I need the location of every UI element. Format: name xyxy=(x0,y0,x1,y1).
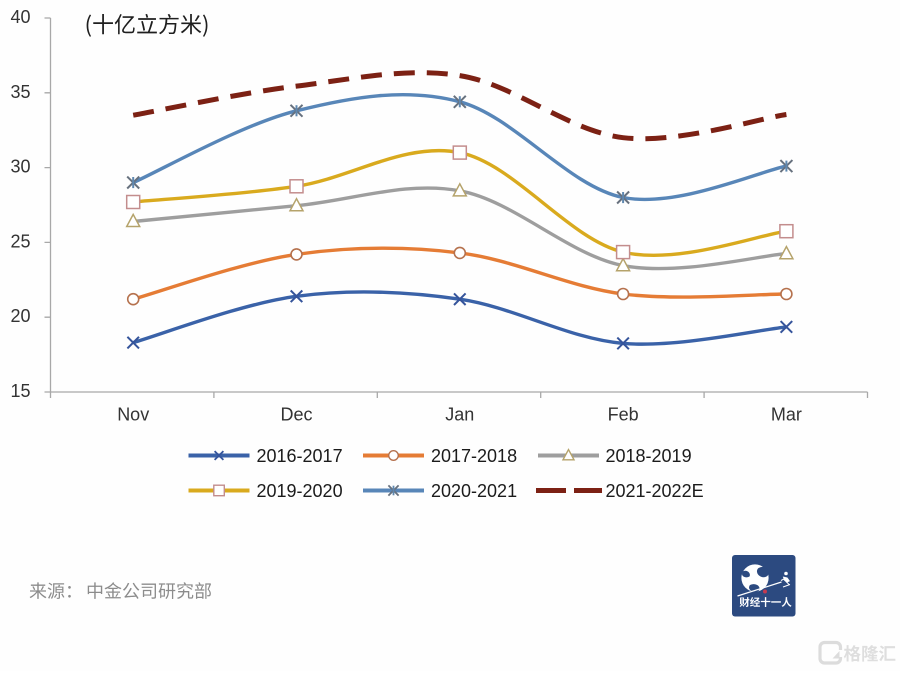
svg-text:2019-2020: 2019-2020 xyxy=(257,481,343,501)
svg-text:Feb: Feb xyxy=(608,404,639,424)
svg-text:2016-2017: 2016-2017 xyxy=(257,446,343,466)
svg-text:20: 20 xyxy=(10,306,30,326)
svg-text:Mar: Mar xyxy=(771,404,802,424)
svg-text:2018-2019: 2018-2019 xyxy=(606,446,692,466)
svg-text:2020-2021: 2020-2021 xyxy=(431,481,517,501)
svg-text:30: 30 xyxy=(10,157,30,177)
svg-text:2017-2018: 2017-2018 xyxy=(431,446,517,466)
svg-text:Jan: Jan xyxy=(445,404,474,424)
svg-text:25: 25 xyxy=(10,231,30,251)
svg-text:35: 35 xyxy=(10,82,30,102)
svg-text:40: 40 xyxy=(10,7,30,27)
svg-text:15: 15 xyxy=(10,381,30,401)
svg-text:Nov: Nov xyxy=(117,404,149,424)
svg-text:Dec: Dec xyxy=(280,404,312,424)
svg-text:2021-2022E: 2021-2022E xyxy=(606,481,704,501)
